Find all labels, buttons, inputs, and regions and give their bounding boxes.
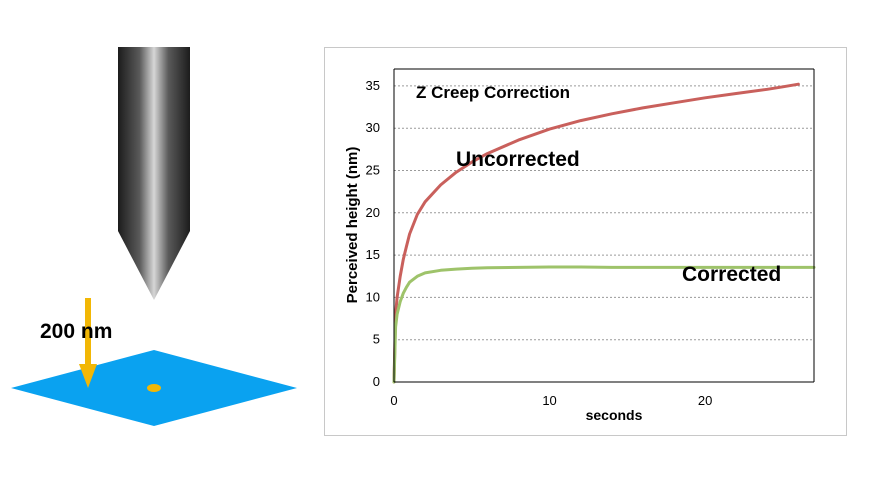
sample-dot [147,384,161,392]
scale-label: 200 nm [40,320,113,343]
approach-arrow-head [79,364,97,388]
series-label-corrected: Corrected [682,263,781,286]
y-tick-label: 35 [366,78,380,93]
x-tick-label: 10 [542,393,556,408]
y-axis-label: Perceived height (nm) [344,147,361,304]
x-tick-label: 20 [698,393,712,408]
chart-title: Z Creep Correction [416,83,570,102]
y-tick-label: 25 [366,163,380,178]
series-line-uncorrected [392,82,800,384]
chart-frame [324,47,847,436]
tick-labels: 0 5 10 15 20 25 30 35 0 10 20 [366,78,713,408]
approach-arrow-shaft [85,298,91,366]
probe-tip [118,231,190,300]
y-tick-label: 15 [366,247,380,262]
series-lines [392,82,816,384]
creep-chart: 0 5 10 15 20 25 30 35 0 10 20 Z Creep Correction s… [344,68,816,423]
x-tick-label: 0 [390,393,397,408]
gridlines [394,85,814,341]
probe-shaft [118,47,190,231]
y-tick-label: 0 [373,374,380,389]
y-tick-label: 20 [366,205,380,220]
x-axis-label: seconds [586,407,643,423]
y-tick-label: 5 [373,332,380,347]
series-line-corrected [392,265,816,384]
series-label-uncorrected: Uncorrected [456,148,580,171]
y-tick-label: 30 [366,120,380,135]
afm-illustration [11,47,297,426]
y-tick-label: 10 [366,289,380,304]
